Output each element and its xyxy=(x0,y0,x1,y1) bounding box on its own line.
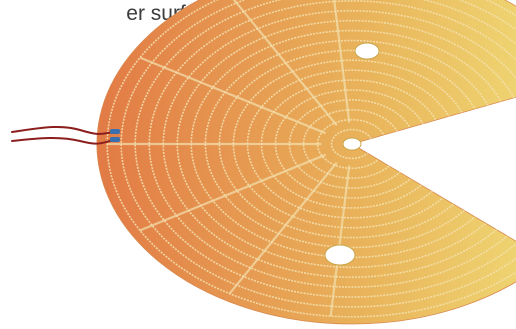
trace-ring xyxy=(148,0,516,288)
trace-spoke xyxy=(329,0,351,123)
mount-hole-icon xyxy=(354,42,380,60)
trace-spoke xyxy=(329,165,351,317)
lead-wires-icon xyxy=(11,125,115,145)
trace-spoke xyxy=(228,0,338,126)
trace-ring xyxy=(134,0,516,298)
trace-spoke xyxy=(228,162,338,295)
mount-hole-icon xyxy=(324,244,356,266)
trace-spoke xyxy=(139,56,326,135)
trace-spoke xyxy=(139,153,326,232)
center-hole-icon xyxy=(342,137,362,151)
trace-spoke xyxy=(382,127,516,144)
connector-icon xyxy=(110,129,120,142)
